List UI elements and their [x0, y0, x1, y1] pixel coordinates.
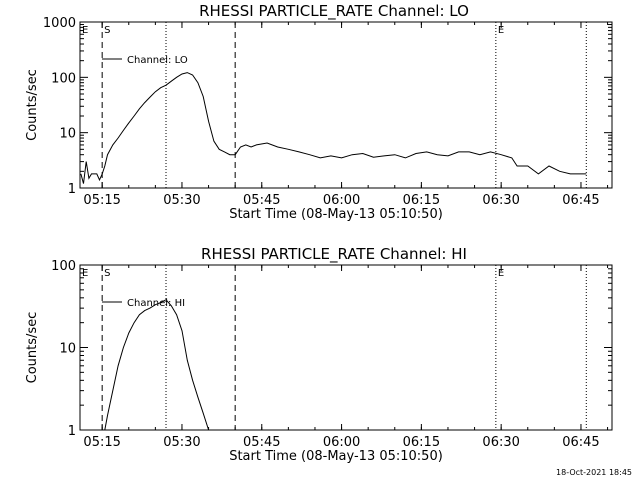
panel2-end-marker: E — [498, 268, 504, 279]
panel1-edge-marker: E — [82, 25, 88, 36]
panel2-title: RHESSI PARTICLE_RATE Channel: HI — [201, 245, 467, 264]
panel1-x-tick-label: 05:15 — [83, 193, 120, 208]
panel2-y-axis-label: Counts/sec — [25, 312, 40, 384]
panel1-series-line — [80, 72, 587, 184]
panel2-legend-label: Channel: HI — [127, 298, 185, 309]
panel2-x-axis-label: Start Time (08-May-13 05:10:50) — [229, 449, 443, 464]
panel2-y-tick-label: 100 — [51, 259, 76, 274]
panel1-x-axis-label: Start Time (08-May-13 05:10:50) — [229, 207, 443, 222]
panel2-start-marker: S — [104, 268, 110, 279]
panel1-x-tick-label: 06:45 — [562, 193, 599, 208]
panel1-y-tick-label: 1 — [68, 182, 76, 197]
panel2-frame — [79, 264, 613, 431]
panel1-y-tick-label: 100 — [51, 71, 76, 86]
panel1-x-tick-label: 05:45 — [243, 193, 280, 208]
render-timestamp: 18-Oct-2021 18:45 — [556, 468, 632, 477]
panel2-x-tick-label: 06:15 — [403, 435, 440, 450]
panel2-x-tick-label: 06:45 — [562, 435, 599, 450]
panel1-frame — [79, 21, 613, 189]
panel1-y-tick-label: 1000 — [43, 16, 76, 31]
panel1-end-marker: E — [498, 25, 504, 36]
panel1-start-marker: S — [104, 25, 110, 36]
panel2-x-tick-label: 06:00 — [323, 435, 360, 450]
panel2-y-tick-label: 1 — [68, 424, 76, 439]
panel2-edge-marker: E — [82, 268, 88, 279]
panel1-x-tick-label: 05:30 — [163, 193, 200, 208]
panel1-x-tick-label: 06:15 — [403, 193, 440, 208]
panel2-series-line — [104, 299, 210, 431]
panel1-x-tick-label: 06:00 — [323, 193, 360, 208]
panel2-x-tick-label: 05:30 — [163, 435, 200, 450]
panel1-legend-label: Channel: LO — [127, 55, 188, 66]
panel1-y-tick-label: 10 — [59, 127, 76, 142]
panel2-x-tick-label: 05:45 — [243, 435, 280, 450]
panel1-y-axis-label: Counts/sec — [25, 69, 40, 141]
panel1-x-tick-label: 06:30 — [482, 193, 519, 208]
panel2-x-tick-label: 06:30 — [482, 435, 519, 450]
panel2-x-tick-label: 05:15 — [83, 435, 120, 450]
panel1-title: RHESSI PARTICLE_RATE Channel: LO — [199, 2, 469, 21]
panel2-y-tick-label: 10 — [59, 342, 76, 357]
